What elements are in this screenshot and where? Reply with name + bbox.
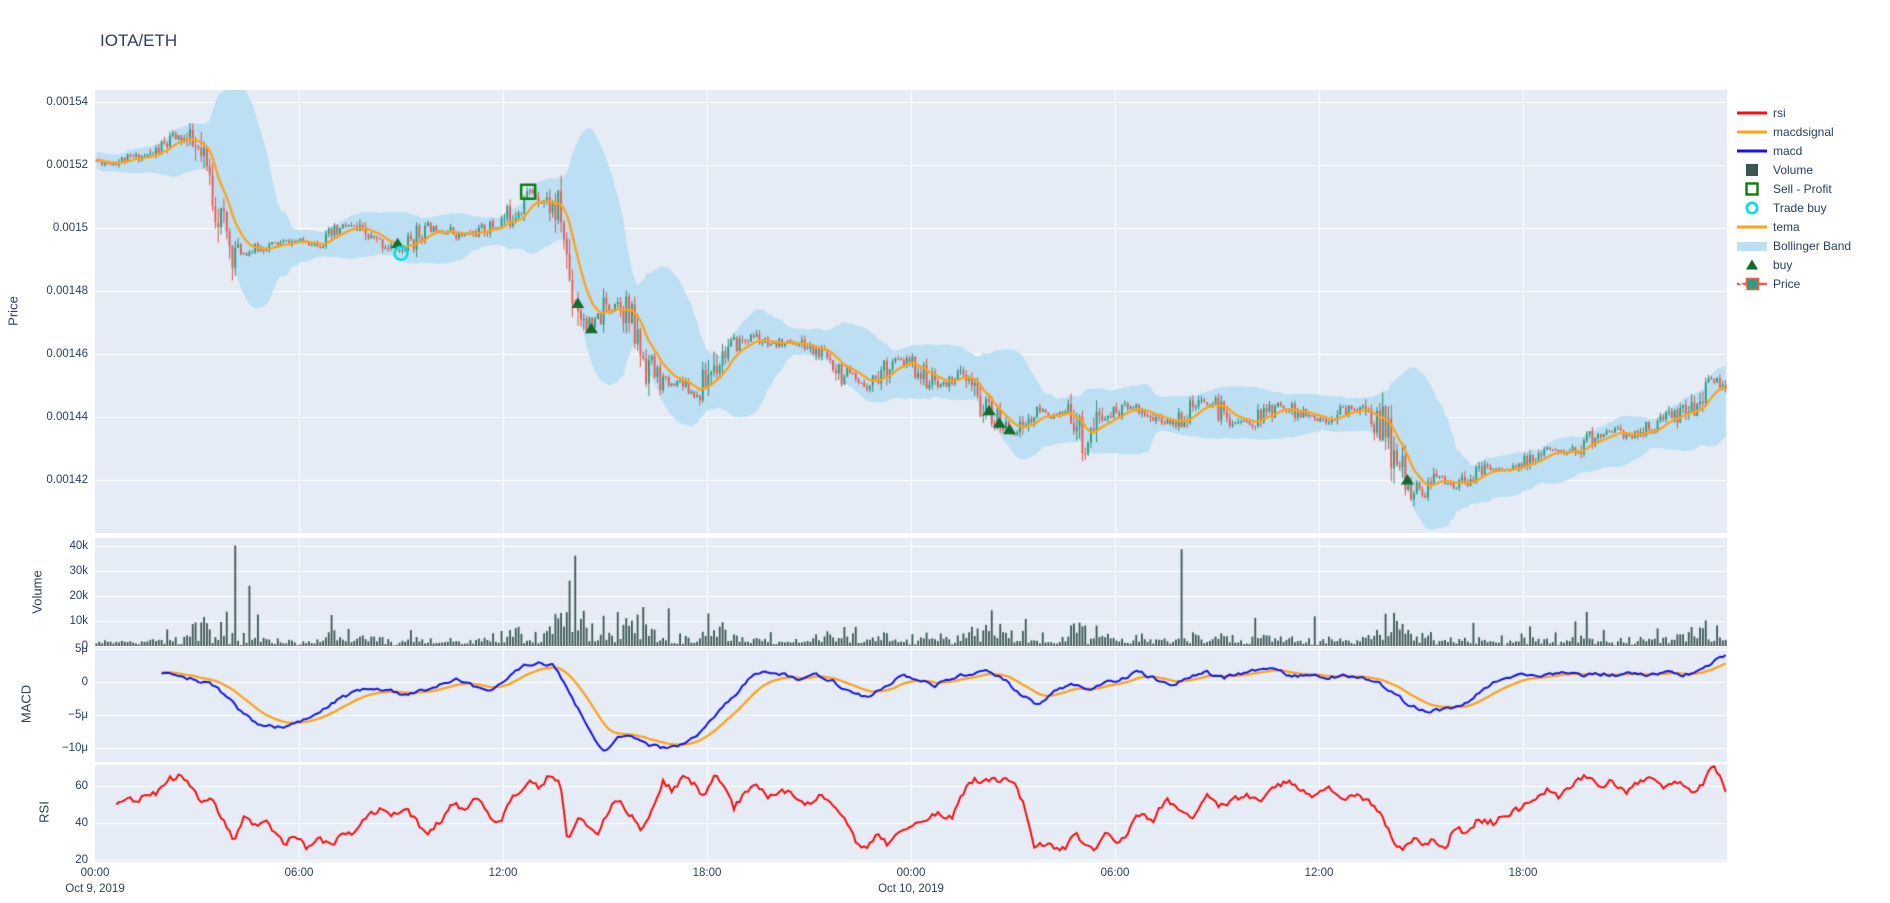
price-ytick-5: 0.00144 — [46, 411, 88, 424]
sell-profit-legend-marker-icon — [1736, 181, 1768, 197]
bollinger-legend-marker-icon — [1736, 238, 1768, 254]
price-legend-marker-icon — [1736, 276, 1768, 292]
legend-item-tema[interactable]: tema — [1736, 217, 1851, 236]
rsi-panel-canvas[interactable] — [95, 765, 1727, 862]
legend-item-sell-profit[interactable]: Sell - Profit — [1736, 179, 1851, 198]
legend-label-bollinger: Bollinger Band — [1773, 238, 1852, 253]
x-date-0: Oct 9, 2019 — [65, 883, 125, 895]
volume-ytick-4: 0 — [81, 640, 88, 652]
rsi-legend-line-icon — [1736, 105, 1768, 121]
volume-legend-marker-icon — [1736, 162, 1768, 178]
x-tick-0: 00:00 — [80, 867, 110, 879]
legend-label-trade-buy: Trade buy — [1773, 200, 1827, 215]
legend-label-macdsignal: macdsignal — [1773, 124, 1834, 139]
price-ytick-2: 0.0015 — [52, 222, 88, 234]
volume-ytick-0: 40k — [69, 539, 88, 552]
x-tick-3: 18:00 — [692, 867, 722, 879]
rsi-axis-title: RSI — [36, 801, 52, 823]
price-axis-title: Price — [5, 296, 21, 326]
legend-item-price[interactable]: Price — [1736, 274, 1851, 293]
x-tick-5: 06:00 — [1100, 867, 1130, 879]
rsi-ytick-0: 60 — [75, 780, 88, 792]
price-ytick-0: 0.00154 — [46, 95, 88, 108]
legend-label-macd: macd — [1773, 143, 1803, 158]
macd-ytick-2: −5μ — [68, 708, 88, 721]
legend-label-volume: Volume — [1773, 162, 1814, 177]
x-tick-1: 06:00 — [284, 867, 314, 879]
macd-legend-line-icon — [1736, 143, 1768, 159]
price-panel-canvas[interactable] — [95, 90, 1727, 533]
buy-legend-marker-icon — [1736, 257, 1768, 273]
trade-buy-legend-marker-icon — [1736, 200, 1768, 216]
x-tick-4: 00:00 — [896, 867, 926, 879]
x-date-1: Oct 10, 2019 — [878, 883, 944, 895]
volume-ytick-2: 20k — [69, 589, 88, 602]
rsi-ytick-1: 40 — [75, 817, 88, 830]
legend-label-sell-profit: Sell - Profit — [1773, 181, 1832, 196]
price-ytick-6: 0.00142 — [46, 474, 88, 487]
legend-item-bollinger[interactable]: Bollinger Band — [1736, 236, 1851, 255]
legend-item-macdsignal[interactable]: macdsignal — [1736, 122, 1851, 141]
volume-ytick-3: 10k — [69, 614, 88, 627]
legend-item-trade-buy[interactable]: Trade buy — [1736, 198, 1851, 217]
macd-ytick-1: 0 — [81, 675, 88, 688]
legend: rsi macdsignal macd Volume Sell - Profit Trad… — [1736, 103, 1851, 293]
chart-title: IOTA/ETH — [100, 31, 178, 50]
legend-item-rsi[interactable]: rsi — [1736, 103, 1851, 122]
volume-axis-title: Volume — [29, 570, 45, 614]
legend-item-buy[interactable]: buy — [1736, 255, 1851, 274]
legend-label-buy: buy — [1773, 257, 1793, 272]
x-tick-2: 12:00 — [488, 867, 518, 879]
legend-label-price: Price — [1773, 276, 1801, 291]
macd-axis-title: MACD — [18, 684, 34, 724]
legend-label-tema: tema — [1773, 219, 1800, 234]
x-tick-7: 18:00 — [1508, 867, 1538, 879]
legend-item-macd[interactable]: macd — [1736, 141, 1851, 160]
macd-ytick-3: −10μ — [61, 742, 88, 754]
legend-label-rsi: rsi — [1773, 105, 1786, 120]
volume-panel-canvas[interactable] — [95, 538, 1727, 646]
price-ytick-3: 0.00148 — [46, 285, 88, 298]
rsi-ytick-2: 20 — [75, 854, 88, 867]
x-tick-6: 12:00 — [1304, 867, 1334, 879]
tema-legend-line-icon — [1736, 219, 1768, 235]
macd-ytick-0: 5μ — [74, 642, 88, 655]
price-ytick-4: 0.00146 — [46, 348, 88, 361]
macd-panel-canvas[interactable] — [95, 647, 1727, 762]
macdsignal-legend-line-icon — [1736, 124, 1768, 140]
volume-ytick-1: 30k — [69, 564, 88, 577]
price-ytick-1: 0.00152 — [46, 158, 88, 171]
legend-item-volume[interactable]: Volume — [1736, 160, 1851, 179]
